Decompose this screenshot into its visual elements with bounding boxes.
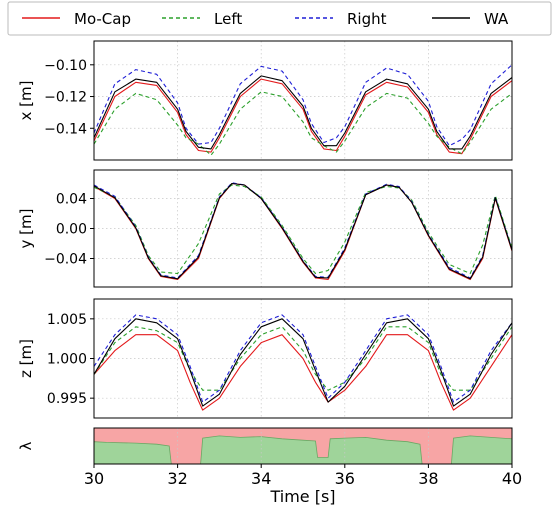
lambda-area <box>94 435 512 464</box>
axes-frame <box>93 40 513 161</box>
x-tick-label: 38 <box>418 469 438 488</box>
series-right-line <box>94 314 512 403</box>
y-axis-label: x [m] <box>17 81 35 121</box>
legend-label-left: Left <box>214 10 242 28</box>
y-tick-label: −0.12 <box>44 90 87 106</box>
legend-label-right: Right <box>347 10 387 28</box>
x-tick-label: 30 <box>84 469 104 488</box>
x-tick-label: 34 <box>251 469 271 488</box>
y-tick-label: 1.005 <box>47 312 87 328</box>
y-axis-label: λ <box>17 441 35 450</box>
series-left-line <box>94 184 512 275</box>
legend: Mo-Cap Left Right WA <box>7 1 552 36</box>
series-mo-cap-line <box>94 182 512 281</box>
panel-x: −0.10 −0.12 −0.14 x [m] <box>17 40 513 161</box>
panel-y: 0.04 0.00 −0.04 y [m] <box>17 169 513 288</box>
legend-label-wa: WA <box>484 10 509 28</box>
series-right-line <box>94 182 512 279</box>
y-axis-label: y [m] <box>17 209 35 249</box>
series-wa-line <box>94 75 512 150</box>
y-tick-label: 0.04 <box>56 192 87 208</box>
panel-lambda: λ 30 32 34 36 38 40 Time [s] <box>17 427 522 506</box>
x-tick-label: 36 <box>335 469 355 488</box>
y-tick-label: −0.14 <box>44 121 87 137</box>
legend-label-mo-cap: Mo-Cap <box>74 10 131 28</box>
y-tick-label: 1.000 <box>47 352 87 368</box>
legend-frame <box>7 1 552 36</box>
series-left-line <box>94 326 512 391</box>
x-axis-label: Time [s] <box>269 487 335 506</box>
series-wa-line <box>94 182 512 280</box>
y-tick-label: 0.995 <box>47 391 87 407</box>
axes-frame <box>93 427 513 465</box>
panel-z: 1.005 1.000 0.995 z [m] <box>17 298 513 419</box>
y-axis-label: z [m] <box>17 339 35 378</box>
series-mo-cap-line <box>94 78 512 155</box>
y-tick-label: −0.04 <box>44 252 87 268</box>
series-wa-line <box>94 318 512 407</box>
series-mo-cap-line <box>94 334 512 411</box>
series-left-line <box>94 91 512 156</box>
y-tick-label: −0.10 <box>44 58 87 74</box>
y-tick-label: 0.00 <box>56 222 87 238</box>
x-tick-label: 32 <box>167 469 187 488</box>
x-tick-label: 40 <box>502 469 522 488</box>
